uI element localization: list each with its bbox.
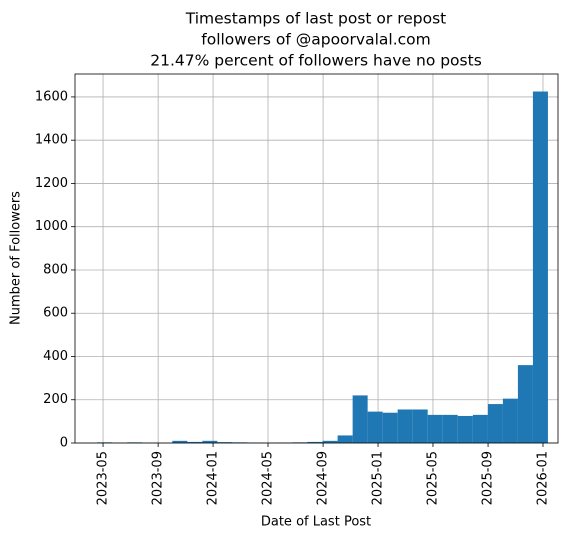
x-tick-label: 2024-09	[316, 451, 331, 505]
y-tick-label: 1600	[35, 89, 68, 104]
y-axis-label: Number of Followers	[9, 191, 24, 325]
bar	[367, 411, 383, 443]
bar	[172, 440, 188, 443]
bar	[217, 442, 233, 443]
chart-title: Timestamps of last post or repost	[185, 10, 447, 28]
bar	[382, 412, 398, 443]
bar	[427, 414, 443, 443]
chart-title: followers of @apoorvalal.com	[201, 31, 430, 49]
y-tick-label: 200	[43, 392, 68, 407]
bar	[307, 441, 323, 443]
bar	[187, 441, 203, 443]
y-tick-label: 1400	[35, 133, 68, 148]
x-tick-label: 2023-05	[96, 451, 111, 505]
y-tick-label: 1200	[35, 176, 68, 191]
x-tick-label: 2025-09	[481, 451, 496, 505]
bar	[322, 440, 338, 443]
bar	[472, 414, 488, 443]
x-tick-label: 2026-01	[535, 451, 550, 505]
x-tick-label: 2024-05	[261, 451, 276, 505]
chart-title: 21.47% percent of followers have no post…	[150, 52, 482, 70]
x-tick-label: 2023-09	[151, 451, 166, 505]
bar	[442, 414, 458, 443]
y-tick-label: 600	[43, 306, 68, 321]
bar	[352, 395, 368, 443]
x-tick-label: 2025-01	[371, 451, 386, 505]
bar	[532, 91, 548, 443]
y-tick-label: 0	[60, 436, 68, 451]
bar	[517, 365, 533, 443]
y-tick-label: 800	[43, 262, 68, 277]
x-axis-label: Date of Last Post	[261, 515, 371, 530]
bar	[397, 409, 413, 443]
bar	[202, 440, 218, 443]
bar	[457, 415, 473, 443]
y-tick-label: 400	[43, 349, 68, 364]
x-tick-label: 2025-05	[425, 451, 440, 505]
y-tick-label: 1000	[35, 219, 68, 234]
x-tick-label: 2024-01	[206, 451, 221, 505]
bar	[502, 398, 518, 443]
bar	[487, 404, 503, 443]
bar	[337, 435, 353, 443]
bar	[412, 409, 428, 443]
plot-frame	[74, 73, 559, 444]
